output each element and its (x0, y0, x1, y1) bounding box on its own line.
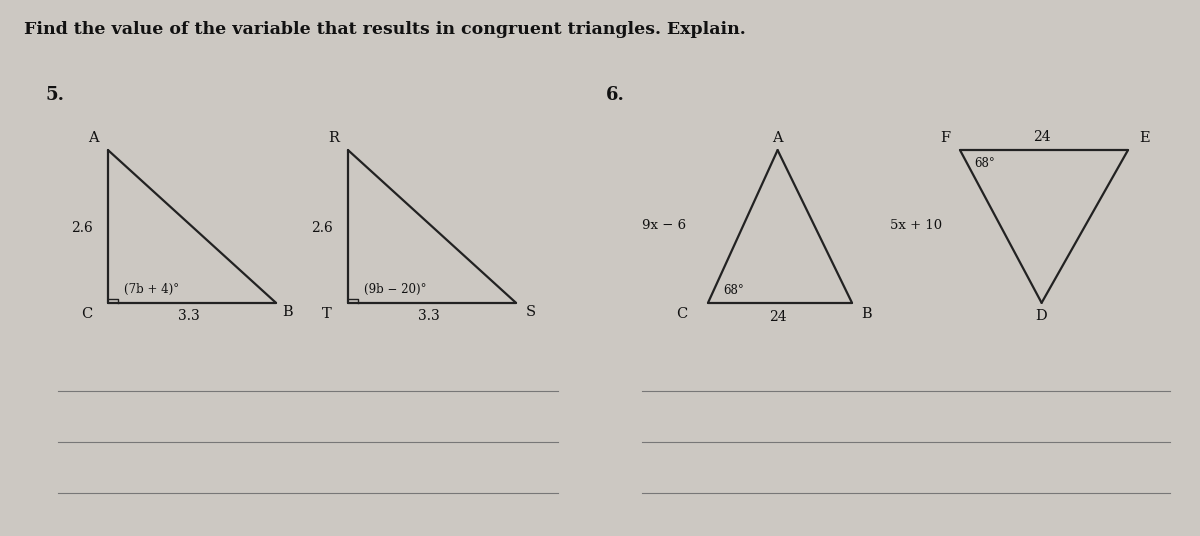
Text: 68°: 68° (724, 284, 744, 297)
Text: S: S (526, 306, 535, 319)
Text: F: F (941, 131, 950, 145)
Text: 6.: 6. (606, 86, 625, 104)
Text: 68°: 68° (974, 157, 995, 170)
Text: 2.6: 2.6 (71, 221, 92, 235)
Text: D: D (1036, 309, 1048, 323)
Text: 2.6: 2.6 (311, 221, 332, 235)
Text: 24: 24 (769, 310, 786, 324)
Text: 9x − 6: 9x − 6 (642, 219, 686, 232)
Text: A: A (773, 131, 782, 145)
Text: R: R (328, 131, 340, 145)
Text: T: T (322, 307, 331, 321)
Text: 5x + 10: 5x + 10 (890, 219, 942, 232)
Text: (9b − 20)°: (9b − 20)° (364, 283, 426, 296)
Text: Find the value of the variable that results in congruent triangles. Explain.: Find the value of the variable that resu… (24, 21, 745, 39)
Text: (7b + 4)°: (7b + 4)° (124, 283, 179, 296)
Text: C: C (80, 307, 92, 321)
Text: 24: 24 (1033, 130, 1050, 144)
Text: E: E (1140, 131, 1150, 145)
Text: A: A (89, 131, 98, 145)
Text: C: C (676, 307, 688, 321)
Text: 3.3: 3.3 (418, 309, 439, 323)
Text: B: B (862, 307, 871, 321)
Text: B: B (283, 306, 293, 319)
Text: 5.: 5. (46, 86, 65, 104)
Text: 3.3: 3.3 (178, 309, 199, 323)
